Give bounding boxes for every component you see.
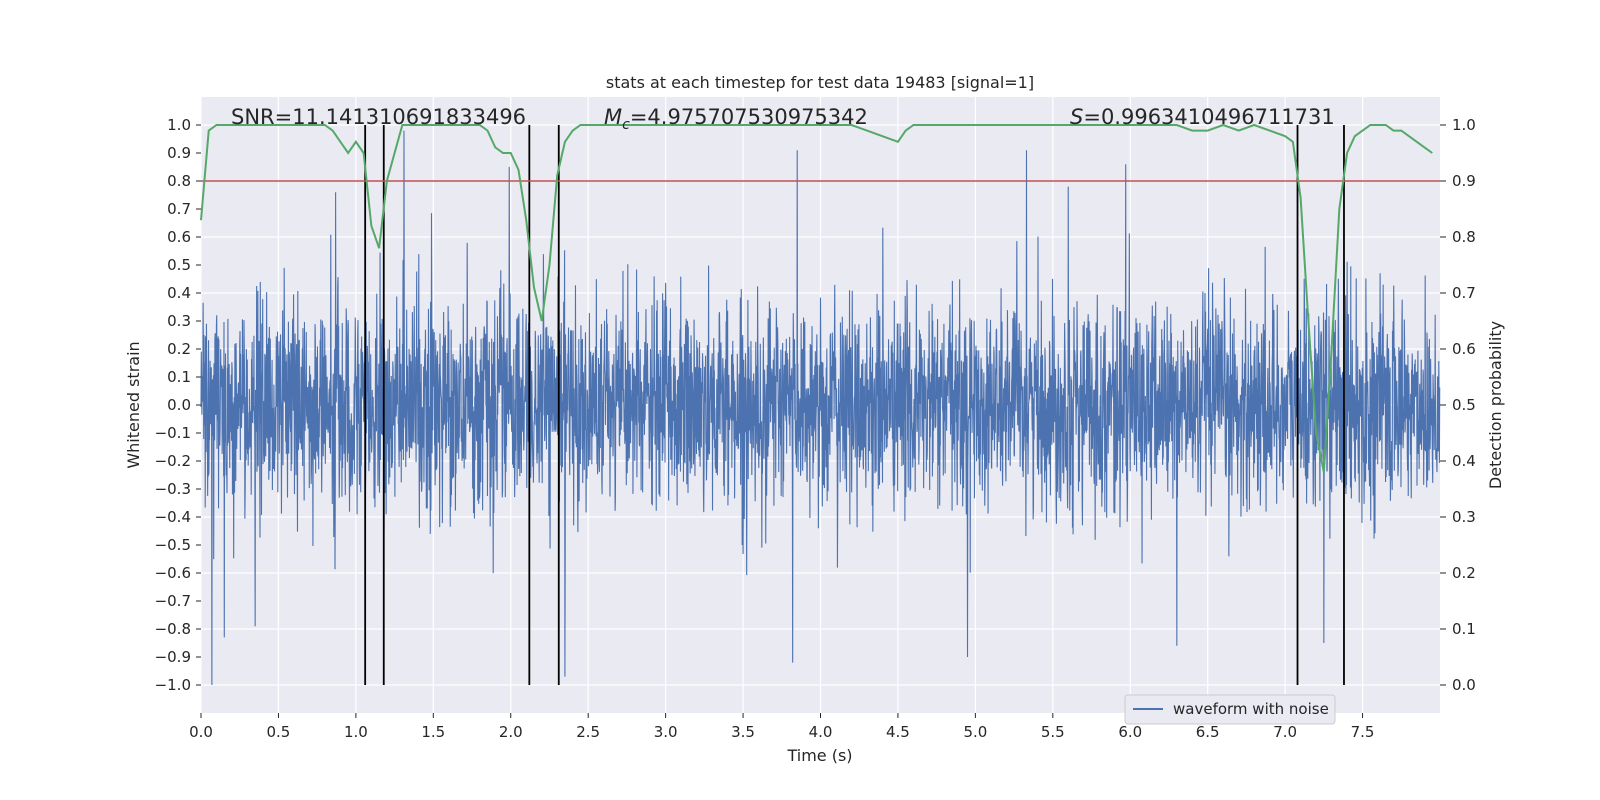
- x-tick-label: 6.5: [1196, 723, 1220, 741]
- x-tick-label: 4.5: [886, 723, 910, 741]
- x-tick-label: 3.0: [654, 723, 678, 741]
- chirp-mass-symbol: M: [604, 105, 622, 129]
- x-tick-label: 2.5: [576, 723, 600, 741]
- x-tick-label: 1.0: [344, 723, 368, 741]
- y-tick-label: 0.7: [167, 200, 191, 218]
- y-tick-label: 0.1: [167, 368, 191, 386]
- y-tick-label: −0.8: [155, 620, 191, 638]
- y-tick-label: −0.1: [155, 424, 191, 442]
- x-tick-label: 2.0: [499, 723, 523, 741]
- legend-label: waveform with noise: [1173, 700, 1329, 718]
- x-tick-label: 0.5: [267, 723, 291, 741]
- legend-box: [1124, 694, 1336, 725]
- x-tick-label: 7.5: [1351, 723, 1375, 741]
- y2-tick-label: 0.0: [1452, 676, 1476, 694]
- y-tick-label: 0.0: [167, 396, 191, 414]
- x-tick-label: 4.0: [809, 723, 833, 741]
- x-tick-label: 0.0: [189, 723, 213, 741]
- waveform-series: [200, 130, 1441, 686]
- y-tick-label: −0.6: [155, 564, 191, 582]
- y-axis-ticks: 1.0 0.9 0.8 0.7 0.6 0.5 0.4 0.3 0.2 0.1 0.0 −0.1 −0.…: [155, 116, 201, 694]
- waveform-line: [200, 130, 1441, 686]
- y2-axis-ticks: 1.0 0.9 0.8 0.7 0.6 0.5 0.4 0.3 0.2 0.1 0.0: [1440, 116, 1476, 694]
- x-tick-label: 5.5: [1041, 723, 1065, 741]
- y-tick-label: −1.0: [155, 676, 191, 694]
- chirp-mass-subscript: c: [622, 117, 630, 133]
- y-tick-label: −0.7: [155, 592, 191, 610]
- y-tick-label: −0.4: [155, 508, 191, 526]
- score-symbol: S: [1070, 105, 1083, 129]
- y-tick-label: 1.0: [167, 116, 191, 134]
- x-tick-label: 6.0: [1118, 723, 1142, 741]
- legend: waveform with noise: [1124, 694, 1336, 725]
- y2-tick-label: 1.0: [1452, 116, 1476, 134]
- y-axis-label: Whitened strain: [124, 341, 143, 468]
- segment-markers: [364, 125, 1345, 685]
- y2-tick-label: 0.1: [1452, 620, 1476, 638]
- x-tick-label: 3.5: [731, 723, 755, 741]
- chirp-mass-value: =4.975707530975342: [630, 105, 868, 129]
- y-tick-label: 0.3: [167, 312, 191, 330]
- y2-tick-label: 0.5: [1452, 396, 1476, 414]
- score-value: =0.9963410496711731: [1083, 105, 1334, 129]
- y-tick-label: 0.8: [167, 172, 191, 190]
- y-tick-label: −0.9: [155, 648, 191, 666]
- y2-tick-label: 0.8: [1452, 228, 1476, 246]
- y2-tick-label: 0.6: [1452, 340, 1476, 358]
- y-tick-label: 0.2: [167, 340, 191, 358]
- y-tick-label: 0.9: [167, 144, 191, 162]
- x-axis-ticks: 0.0 0.5 1.0 1.5 2.0 2.5 3.0 3.5 4.0 4.5 5.0 5.5 6.0 6…: [189, 713, 1374, 741]
- y-tick-label: 0.4: [167, 284, 191, 302]
- y2-tick-label: 0.3: [1452, 508, 1476, 526]
- x-axis-label: Time (s): [786, 746, 852, 765]
- y2-tick-label: 0.2: [1452, 564, 1476, 582]
- x-tick-label: 7.0: [1273, 723, 1297, 741]
- snr-annotation: SNR=11.141310691833496: [231, 105, 526, 129]
- y2-tick-label: 0.9: [1452, 172, 1476, 190]
- score-annotation: S=0.9963410496711731: [1070, 105, 1335, 129]
- y-tick-label: −0.2: [155, 452, 191, 470]
- x-tick-label: 1.5: [421, 723, 445, 741]
- y-tick-label: −0.5: [155, 536, 191, 554]
- x-tick-label: 5.0: [963, 723, 987, 741]
- detection-probability-line: [200, 123, 1433, 473]
- y2-axis-label: Detection probability: [1486, 321, 1505, 489]
- chart-title: stats at each timestep for test data 194…: [606, 73, 1034, 92]
- y-tick-label: 0.6: [167, 228, 191, 246]
- y2-tick-label: 0.7: [1452, 284, 1476, 302]
- detection-probability-series: [200, 123, 1433, 473]
- chirp-mass-annotation: Mc=4.975707530975342: [604, 105, 868, 133]
- y-tick-label: −0.3: [155, 480, 191, 498]
- y2-tick-label: 0.4: [1452, 452, 1476, 470]
- y-tick-label: 0.5: [167, 256, 191, 274]
